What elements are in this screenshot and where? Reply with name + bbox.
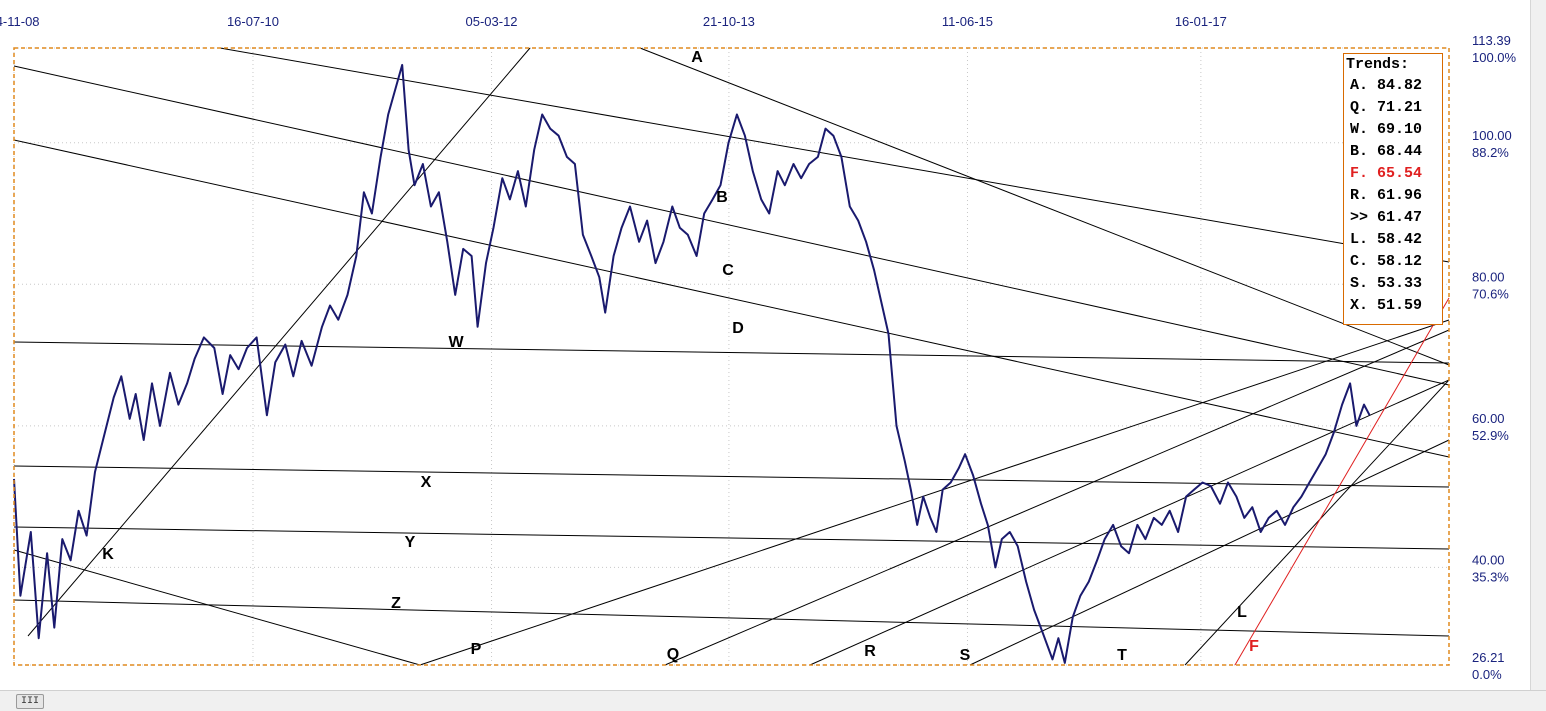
y-tick-price: 26.21: [1472, 650, 1505, 665]
trend-lines: [13, 47, 1450, 666]
trend-label-s: S: [960, 647, 971, 664]
x-tick-label: 11-06-15: [942, 14, 993, 29]
legend-item: B. 68.44: [1346, 141, 1442, 163]
legend-item: L. 58.42: [1346, 229, 1442, 251]
scrollbar-thumb[interactable]: III: [16, 694, 44, 709]
price-series: [13, 63, 1371, 664]
trend-line: [419, 319, 1450, 666]
legend-item-value: 51.59: [1368, 297, 1423, 314]
legend-item-value: 61.96: [1368, 187, 1423, 204]
trend-line-f: [1234, 297, 1450, 666]
legend-title: Trends:: [1346, 56, 1410, 73]
y-tick-percent: 52.9%: [1472, 428, 1509, 443]
trend-line: [13, 139, 1450, 458]
trend-label-x: X: [421, 474, 432, 491]
x-tick-label: 21-10-13: [703, 14, 755, 29]
legend-item: W. 69.10: [1346, 119, 1442, 141]
trend-line: [13, 65, 1450, 386]
plot-frame: [13, 47, 1450, 666]
y-tick-percent: 0.0%: [1472, 667, 1502, 682]
legend-item-key: S.: [1350, 275, 1369, 292]
right-side-strip: [1530, 0, 1546, 690]
trend-line: [219, 47, 1450, 263]
trend-line: [664, 329, 1450, 666]
y-tick-price: 60.00: [1472, 411, 1505, 426]
y-tick-price: 100.00: [1472, 128, 1512, 143]
y-tick-price: 113.39: [1472, 33, 1511, 48]
horizontal-scrollbar[interactable]: III: [0, 690, 1546, 711]
trend-line: [969, 439, 1450, 666]
legend-item: Q. 71.21: [1346, 97, 1442, 119]
trend-line: [809, 379, 1450, 666]
legend-item-value: 69.10: [1368, 121, 1423, 138]
legend-item-value: 71.21: [1368, 99, 1423, 116]
legend-item-value: 61.47: [1368, 209, 1423, 226]
y-tick-price: 80.00: [1472, 269, 1505, 284]
legend-item-key: R.: [1350, 187, 1369, 204]
trend-label-k: K: [102, 546, 114, 563]
legend-item-key: F.: [1350, 165, 1369, 182]
legend-item: S. 53.33: [1346, 273, 1442, 295]
trend-label-a: A: [691, 49, 703, 66]
legend-item-key: W.: [1350, 121, 1369, 138]
trend-line: [27, 47, 531, 637]
trend-label-z: Z: [391, 595, 401, 612]
legend-item-key: Q.: [1350, 99, 1369, 116]
legend-item-value: 65.54: [1368, 165, 1423, 182]
legend-item-value: 53.33: [1368, 275, 1423, 292]
legend-item-key: L.: [1350, 231, 1369, 248]
legend-item-key: >>: [1350, 209, 1369, 226]
y-tick-percent: 88.2%: [1472, 145, 1509, 160]
y-tick-percent: 70.6%: [1472, 286, 1509, 301]
legend-item: F. 65.54: [1346, 163, 1442, 185]
x-tick-label: 05-03-12: [466, 14, 518, 29]
price-line: [13, 63, 1371, 664]
trend-line-labels: A B C D W X Y Z K P Q R S T LF: [102, 49, 1259, 664]
trend-line: [639, 47, 1450, 366]
y-tick-percent: 100.0%: [1472, 50, 1517, 65]
trend-label-d: D: [732, 320, 744, 337]
trend-label-y: Y: [405, 534, 416, 551]
legend-item: X. 51.59: [1346, 295, 1442, 317]
x-tick-label: 16-01-17: [1175, 14, 1227, 29]
trend-line: [1184, 379, 1450, 666]
y-tick-percent: 35.3%: [1472, 569, 1509, 584]
trend-label-f: F: [1249, 638, 1259, 655]
x-tick-label: 16-07-10: [227, 14, 279, 29]
trends-legend: Trends: A. 84.82 Q. 71.21 W. 69.10 B. 68.44…: [1343, 53, 1443, 325]
trend-label-p: P: [471, 641, 482, 658]
trend-label-w: W: [448, 334, 464, 351]
legend-item-key: B.: [1350, 143, 1369, 160]
trend-label-q: Q: [667, 646, 679, 663]
trend-line: [13, 599, 1450, 637]
legend-item-value: 58.12: [1368, 253, 1423, 270]
trend-label-b: B: [716, 189, 728, 206]
trend-line: [13, 549, 421, 666]
trend-line: [13, 341, 1450, 364]
y-axis-tick-labels: 113.39 100.0% 100.00 88.2% 80.00 70.6% 60.00 52…: [1472, 33, 1517, 682]
legend-item-value: 58.42: [1368, 231, 1423, 248]
price-chart: A B C D W X Y Z K P Q R S T LF 24-11-08 16-07-10 05-03-1…: [0, 14, 1517, 682]
legend-item: R. 61.96: [1346, 185, 1442, 207]
trend-line: [13, 465, 1450, 488]
trend-label-t: T: [1117, 647, 1127, 664]
x-tick-label: 24-11-08: [0, 14, 40, 29]
legend-item: A. 84.82: [1346, 75, 1442, 97]
trend-line: [13, 526, 1450, 550]
y-tick-price: 40.00: [1472, 552, 1505, 567]
legend-item-value: 68.44: [1368, 143, 1423, 160]
trend-label-r: R: [864, 643, 876, 660]
legend-item-key: C.: [1350, 253, 1369, 270]
legend-item-value: 84.82: [1368, 77, 1423, 94]
legend-item: C. 58.12: [1346, 251, 1442, 273]
legend-item-key: A.: [1350, 77, 1369, 94]
legend-item-key: X.: [1350, 297, 1369, 314]
x-axis-tick-labels: 24-11-08 16-07-10 05-03-12 21-10-13 11-06-15…: [0, 14, 1227, 29]
trend-label-l: L: [1237, 604, 1247, 621]
legend-item: >> 61.47: [1346, 207, 1442, 229]
trend-label-c: C: [722, 262, 734, 279]
